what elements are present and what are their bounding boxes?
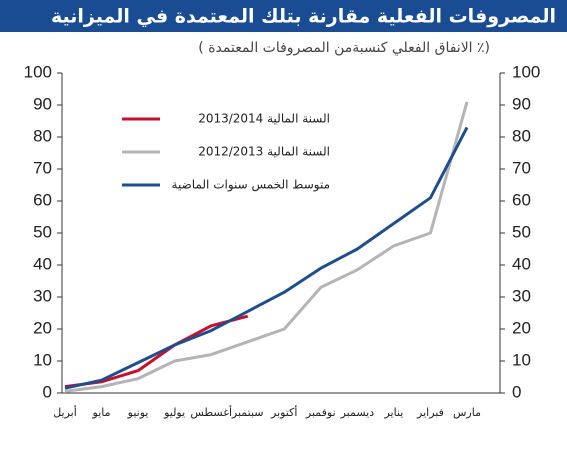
y2-tick-label: 100: [512, 62, 540, 81]
y2-tick-label: 10: [512, 350, 531, 369]
y-tick-label: 30: [33, 286, 52, 305]
y2-tick-label: 30: [512, 286, 531, 305]
y-tick-label: 20: [33, 318, 52, 337]
y2-tick-label: 40: [512, 254, 531, 273]
y-tick-label: 60: [33, 190, 52, 209]
y2-tick-label: 70: [512, 158, 531, 177]
y2-tick-label: 90: [512, 94, 531, 113]
y2-tick-label: 50: [512, 222, 531, 241]
x-tick-label: أكتوبر: [270, 405, 297, 419]
title-banner: [0, 0, 567, 32]
series-line: [64, 126, 469, 390]
y2-tick-label: 80: [512, 126, 531, 145]
x-tick-label: يونيو: [127, 406, 149, 419]
y-tick-label: 80: [33, 126, 52, 145]
legend-label: السنة المالية 2013/2014: [198, 112, 330, 126]
x-tick-label: ديسمبر: [340, 406, 375, 419]
x-tick-label: فبراير: [416, 406, 444, 419]
y-tick-label: 10: [33, 350, 52, 369]
legend-label: السنة المالية 2012/2013: [198, 145, 330, 159]
y-tick-label: 100: [24, 62, 52, 81]
legend-label: متوسط الخمس سنوات الماضية: [172, 178, 330, 193]
x-tick-label: أبريل: [53, 405, 77, 419]
y-tick-label: 50: [33, 222, 52, 241]
y-tick-label: 40: [33, 254, 52, 273]
y-tick-label: 90: [33, 94, 52, 113]
x-tick-label: نوفمبر: [305, 406, 336, 419]
chart-title: المصروفات الفعلية مقارنة بتلك المعتمدة ف…: [51, 6, 556, 28]
x-tick-label: يناير: [383, 406, 403, 419]
y-tick-label: 0: [43, 382, 52, 401]
x-tick-label: سبتمبر: [231, 406, 264, 419]
y-tick-label: 70: [33, 158, 52, 177]
x-tick-label: أغسطس: [190, 405, 232, 419]
y2-tick-label: 20: [512, 318, 531, 337]
x-tick-label: مارس: [453, 406, 481, 419]
x-tick-label: مايو: [92, 406, 111, 419]
y2-tick-label: 0: [512, 382, 521, 401]
chart-subtitle: (٪ الانفاق الفعلي كنسبةمن المصروفات المع…: [198, 40, 490, 56]
y2-tick-label: 60: [512, 190, 531, 209]
x-tick-label: يوليو: [163, 406, 185, 419]
series-line: [64, 101, 469, 393]
